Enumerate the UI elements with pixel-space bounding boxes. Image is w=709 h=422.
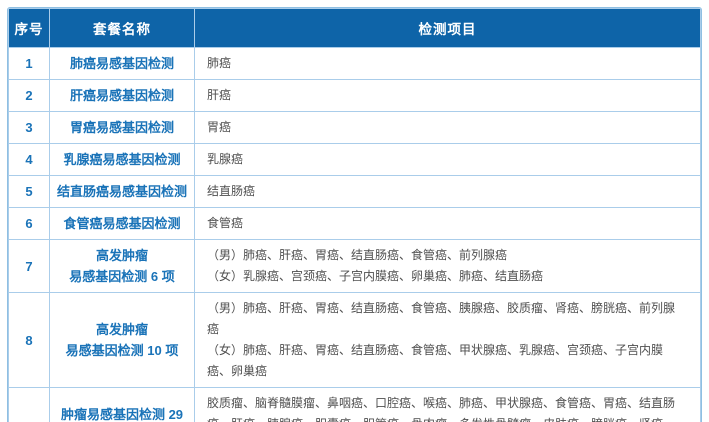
test-items-line: 胶质瘤、脑脊髓膜瘤、鼻咽癌、口腔癌、喉癌、肺癌、甲状腺癌、食管癌、胃癌、结直肠癌… bbox=[207, 396, 676, 422]
header-test-items: 检测项目 bbox=[194, 8, 701, 48]
package-name-line: 胃癌易感基因检测 bbox=[69, 120, 174, 135]
package-name: 乳腺癌易感基因检测 bbox=[49, 143, 195, 176]
table-row: 7 高发肿瘤易感基因检测 6 项 （男）肺癌、肝癌、胃癌、结直肠癌、食管癌、前列… bbox=[8, 239, 701, 293]
header-serial-number: 序号 bbox=[8, 8, 50, 48]
table-row: 3 胃癌易感基因检测 胃癌 bbox=[8, 111, 701, 144]
table-row: 4 乳腺癌易感基因检测 乳腺癌 bbox=[8, 143, 701, 176]
row-number: 1 bbox=[8, 47, 50, 80]
row-number: 2 bbox=[8, 79, 50, 112]
test-items: 肺癌 bbox=[194, 47, 701, 80]
test-items-line: （女）乳腺癌、宫颈癌、子宫内膜癌、卵巢癌、肺癌、结直肠癌 bbox=[207, 269, 544, 283]
table-row: 6 食管癌易感基因检测 食管癌 bbox=[8, 207, 701, 240]
test-items-line: 肝癌 bbox=[207, 88, 232, 102]
test-items-line: 胃癌 bbox=[207, 120, 232, 134]
test-items-line: 结直肠癌 bbox=[207, 184, 256, 198]
package-name-line: 肿瘤易感基因检测 29 项 bbox=[60, 406, 184, 422]
test-items: 乳腺癌 bbox=[194, 143, 701, 176]
row-number: 3 bbox=[8, 111, 50, 144]
package-name-line: 乳腺癌易感基因检测 bbox=[63, 152, 181, 167]
test-items-line: （男）肺癌、肝癌、胃癌、结直肠癌、食管癌、前列腺癌 bbox=[207, 248, 508, 262]
header-package-name: 套餐名称 bbox=[49, 8, 195, 48]
table-row: 1 肺癌易感基因检测 肺癌 bbox=[8, 47, 701, 80]
package-name: 肝癌易感基因检测 bbox=[49, 79, 195, 112]
row-number: 7 bbox=[8, 239, 50, 293]
test-items: 胶质瘤、脑脊髓膜瘤、鼻咽癌、口腔癌、喉癌、肺癌、甲状腺癌、食管癌、胃癌、结直肠癌… bbox=[194, 387, 701, 422]
test-items-line: （男）肺癌、肝癌、胃癌、结直肠癌、食管癌、胰腺癌、胶质瘤、肾癌、膀胱癌、前列腺癌 bbox=[207, 301, 676, 336]
package-name: 高发肿瘤易感基因检测 10 项 bbox=[49, 292, 195, 388]
row-number: 6 bbox=[8, 207, 50, 240]
test-items-line: （女）肺癌、肝癌、胃癌、结直肠癌、食管癌、甲状腺癌、乳腺癌、宫颈癌、子宫内膜癌、… bbox=[207, 343, 664, 378]
package-name: 肿瘤易感基因检测 29 项（男 25 项 / 女 27 项） bbox=[49, 387, 195, 422]
package-name-line: 易感基因检测 6 项 bbox=[69, 269, 175, 284]
table-row: 2 肝癌易感基因检测 肝癌 bbox=[8, 79, 701, 112]
table-header-row: 序号 套餐名称 检测项目 bbox=[8, 8, 701, 48]
gene-test-packages-table: 序号 套餐名称 检测项目 1 肺癌易感基因检测 肺癌 2 肝癌易感基因检测 肝癌… bbox=[7, 7, 702, 422]
package-name: 高发肿瘤易感基因检测 6 项 bbox=[49, 239, 195, 293]
package-name: 食管癌易感基因检测 bbox=[49, 207, 195, 240]
test-items: 食管癌 bbox=[194, 207, 701, 240]
test-items-line: 乳腺癌 bbox=[207, 152, 244, 166]
table-row: 8 高发肿瘤易感基因检测 10 项 （男）肺癌、肝癌、胃癌、结直肠癌、食管癌、胰… bbox=[8, 292, 701, 388]
row-number: 9 bbox=[8, 387, 50, 422]
table-row: 9 肿瘤易感基因检测 29 项（男 25 项 / 女 27 项） 胶质瘤、脑脊髓… bbox=[8, 387, 701, 422]
packages-table: 序号 套餐名称 检测项目 1 肺癌易感基因检测 肺癌 2 肝癌易感基因检测 肝癌… bbox=[8, 8, 701, 422]
test-items: （男）肺癌、肝癌、胃癌、结直肠癌、食管癌、前列腺癌 （女）乳腺癌、宫颈癌、子宫内膜… bbox=[194, 239, 701, 293]
test-items-line: 肺癌 bbox=[207, 56, 232, 70]
row-number: 5 bbox=[8, 175, 50, 208]
package-name-line: 结直肠癌易感基因检测 bbox=[56, 184, 187, 199]
test-items: 结直肠癌 bbox=[194, 175, 701, 208]
test-items: （男）肺癌、肝癌、胃癌、结直肠癌、食管癌、胰腺癌、胶质瘤、肾癌、膀胱癌、前列腺癌… bbox=[194, 292, 701, 388]
package-name-line: 食管癌易感基因检测 bbox=[63, 216, 181, 231]
row-number: 8 bbox=[8, 292, 50, 388]
package-name-line: 易感基因检测 10 项 bbox=[65, 343, 179, 358]
test-items-line: 食管癌 bbox=[207, 216, 244, 230]
package-name-line: 肺癌易感基因检测 bbox=[69, 56, 174, 71]
table-row: 5 结直肠癌易感基因检测 结直肠癌 bbox=[8, 175, 701, 208]
package-name: 肺癌易感基因检测 bbox=[49, 47, 195, 80]
row-number: 4 bbox=[8, 143, 50, 176]
package-name: 结直肠癌易感基因检测 bbox=[49, 175, 195, 208]
package-name-line: 高发肿瘤 bbox=[95, 248, 148, 263]
package-name-line: 高发肿瘤 bbox=[95, 322, 148, 337]
package-name: 胃癌易感基因检测 bbox=[49, 111, 195, 144]
test-items: 肝癌 bbox=[194, 79, 701, 112]
test-items: 胃癌 bbox=[194, 111, 701, 144]
package-name-line: 肝癌易感基因检测 bbox=[69, 88, 174, 103]
table-body: 1 肺癌易感基因检测 肺癌 2 肝癌易感基因检测 肝癌 3 胃癌易感基因检测 胃… bbox=[8, 47, 701, 422]
